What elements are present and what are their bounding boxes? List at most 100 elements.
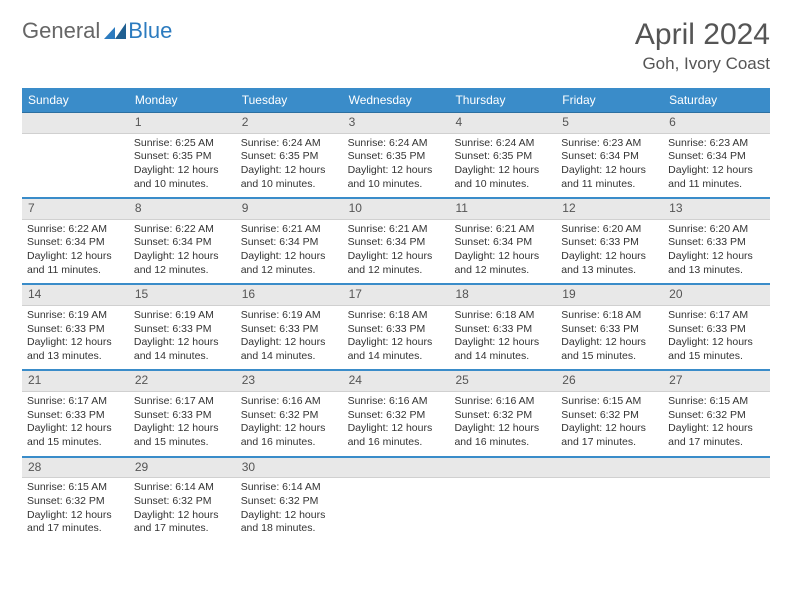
day-number: 22 <box>129 371 236 392</box>
daylight-text: Daylight: 12 hours and 17 minutes. <box>27 509 124 536</box>
sunset-text: Sunset: 6:33 PM <box>668 236 765 250</box>
day-body: Sunrise: 6:15 AMSunset: 6:32 PMDaylight:… <box>663 392 770 456</box>
day-body: Sunrise: 6:18 AMSunset: 6:33 PMDaylight:… <box>449 306 556 370</box>
weekday-monday: Monday <box>129 88 236 112</box>
weekday-header: Sunday Monday Tuesday Wednesday Thursday… <box>22 88 770 113</box>
day-number: 26 <box>556 371 663 392</box>
day-number: 27 <box>663 371 770 392</box>
sunrise-text: Sunrise: 6:16 AM <box>241 395 338 409</box>
day-number: 19 <box>556 285 663 306</box>
day-body <box>449 478 556 487</box>
calendar-day: 16Sunrise: 6:19 AMSunset: 6:33 PMDayligh… <box>236 285 343 369</box>
calendar-day: 22Sunrise: 6:17 AMSunset: 6:33 PMDayligh… <box>129 371 236 455</box>
daylight-text: Daylight: 12 hours and 16 minutes. <box>454 422 551 449</box>
day-body <box>556 478 663 487</box>
daylight-text: Daylight: 12 hours and 18 minutes. <box>241 509 338 536</box>
day-body <box>663 478 770 487</box>
sunset-text: Sunset: 6:34 PM <box>561 150 658 164</box>
sunset-text: Sunset: 6:33 PM <box>561 323 658 337</box>
day-number <box>663 458 770 479</box>
day-number: 29 <box>129 458 236 479</box>
day-body: Sunrise: 6:21 AMSunset: 6:34 PMDaylight:… <box>449 220 556 284</box>
sunset-text: Sunset: 6:33 PM <box>27 323 124 337</box>
calendar-day: 26Sunrise: 6:15 AMSunset: 6:32 PMDayligh… <box>556 371 663 455</box>
day-number: 4 <box>449 113 556 134</box>
calendar-day: 19Sunrise: 6:18 AMSunset: 6:33 PMDayligh… <box>556 285 663 369</box>
calendar-day: 9Sunrise: 6:21 AMSunset: 6:34 PMDaylight… <box>236 199 343 283</box>
sunrise-text: Sunrise: 6:17 AM <box>27 395 124 409</box>
daylight-text: Daylight: 12 hours and 17 minutes. <box>561 422 658 449</box>
daylight-text: Daylight: 12 hours and 13 minutes. <box>668 250 765 277</box>
day-number: 5 <box>556 113 663 134</box>
daylight-text: Daylight: 12 hours and 14 minutes. <box>241 336 338 363</box>
calendar-week: 21Sunrise: 6:17 AMSunset: 6:33 PMDayligh… <box>22 371 770 457</box>
sunrise-text: Sunrise: 6:19 AM <box>134 309 231 323</box>
day-body: Sunrise: 6:19 AMSunset: 6:33 PMDaylight:… <box>22 306 129 370</box>
day-number: 21 <box>22 371 129 392</box>
daylight-text: Daylight: 12 hours and 12 minutes. <box>348 250 445 277</box>
sunrise-text: Sunrise: 6:19 AM <box>27 309 124 323</box>
daylight-text: Daylight: 12 hours and 10 minutes. <box>134 164 231 191</box>
calendar-week: 1Sunrise: 6:25 AMSunset: 6:35 PMDaylight… <box>22 113 770 199</box>
sunset-text: Sunset: 6:32 PM <box>27 495 124 509</box>
calendar-day: 24Sunrise: 6:16 AMSunset: 6:32 PMDayligh… <box>343 371 450 455</box>
daylight-text: Daylight: 12 hours and 14 minutes. <box>134 336 231 363</box>
day-body: Sunrise: 6:20 AMSunset: 6:33 PMDaylight:… <box>663 220 770 284</box>
calendar-day: 10Sunrise: 6:21 AMSunset: 6:34 PMDayligh… <box>343 199 450 283</box>
day-number: 11 <box>449 199 556 220</box>
day-body: Sunrise: 6:15 AMSunset: 6:32 PMDaylight:… <box>556 392 663 456</box>
month-year: April 2024 <box>635 18 770 52</box>
sunset-text: Sunset: 6:33 PM <box>668 323 765 337</box>
day-body: Sunrise: 6:19 AMSunset: 6:33 PMDaylight:… <box>236 306 343 370</box>
day-body: Sunrise: 6:22 AMSunset: 6:34 PMDaylight:… <box>22 220 129 284</box>
day-number: 30 <box>236 458 343 479</box>
daylight-text: Daylight: 12 hours and 12 minutes. <box>134 250 231 277</box>
logo: General Blue <box>22 18 172 44</box>
day-number: 24 <box>343 371 450 392</box>
daylight-text: Daylight: 12 hours and 15 minutes. <box>27 422 124 449</box>
calendar-day: 1Sunrise: 6:25 AMSunset: 6:35 PMDaylight… <box>129 113 236 197</box>
day-body: Sunrise: 6:19 AMSunset: 6:33 PMDaylight:… <box>129 306 236 370</box>
sunrise-text: Sunrise: 6:18 AM <box>561 309 658 323</box>
day-body: Sunrise: 6:21 AMSunset: 6:34 PMDaylight:… <box>236 220 343 284</box>
daylight-text: Daylight: 12 hours and 16 minutes. <box>241 422 338 449</box>
sunset-text: Sunset: 6:32 PM <box>454 409 551 423</box>
daylight-text: Daylight: 12 hours and 10 minutes. <box>454 164 551 191</box>
daylight-text: Daylight: 12 hours and 12 minutes. <box>454 250 551 277</box>
sunset-text: Sunset: 6:32 PM <box>561 409 658 423</box>
title-block: April 2024 Goh, Ivory Coast <box>635 18 770 74</box>
sunset-text: Sunset: 6:33 PM <box>348 323 445 337</box>
day-number: 16 <box>236 285 343 306</box>
logo-text-general: General <box>22 18 100 44</box>
sunrise-text: Sunrise: 6:21 AM <box>454 223 551 237</box>
day-body: Sunrise: 6:22 AMSunset: 6:34 PMDaylight:… <box>129 220 236 284</box>
calendar-day: 13Sunrise: 6:20 AMSunset: 6:33 PMDayligh… <box>663 199 770 283</box>
sunrise-text: Sunrise: 6:21 AM <box>348 223 445 237</box>
sunset-text: Sunset: 6:34 PM <box>27 236 124 250</box>
calendar-day: 30Sunrise: 6:14 AMSunset: 6:32 PMDayligh… <box>236 458 343 542</box>
sunrise-text: Sunrise: 6:18 AM <box>348 309 445 323</box>
calendar-day: 5Sunrise: 6:23 AMSunset: 6:34 PMDaylight… <box>556 113 663 197</box>
daylight-text: Daylight: 12 hours and 17 minutes. <box>668 422 765 449</box>
sunrise-text: Sunrise: 6:21 AM <box>241 223 338 237</box>
sunset-text: Sunset: 6:35 PM <box>454 150 551 164</box>
sunset-text: Sunset: 6:34 PM <box>348 236 445 250</box>
day-body: Sunrise: 6:23 AMSunset: 6:34 PMDaylight:… <box>556 134 663 198</box>
sunrise-text: Sunrise: 6:19 AM <box>241 309 338 323</box>
calendar-day: 15Sunrise: 6:19 AMSunset: 6:33 PMDayligh… <box>129 285 236 369</box>
day-body: Sunrise: 6:25 AMSunset: 6:35 PMDaylight:… <box>129 134 236 198</box>
sunset-text: Sunset: 6:32 PM <box>241 409 338 423</box>
sunrise-text: Sunrise: 6:15 AM <box>27 481 124 495</box>
sunrise-text: Sunrise: 6:16 AM <box>454 395 551 409</box>
sunrise-text: Sunrise: 6:24 AM <box>454 137 551 151</box>
daylight-text: Daylight: 12 hours and 10 minutes. <box>241 164 338 191</box>
daylight-text: Daylight: 12 hours and 16 minutes. <box>348 422 445 449</box>
sunset-text: Sunset: 6:34 PM <box>134 236 231 250</box>
day-number: 3 <box>343 113 450 134</box>
calendar-day <box>556 458 663 542</box>
day-body: Sunrise: 6:17 AMSunset: 6:33 PMDaylight:… <box>22 392 129 456</box>
calendar-day: 8Sunrise: 6:22 AMSunset: 6:34 PMDaylight… <box>129 199 236 283</box>
calendar-day: 29Sunrise: 6:14 AMSunset: 6:32 PMDayligh… <box>129 458 236 542</box>
logo-text-blue: Blue <box>128 18 172 44</box>
sunrise-text: Sunrise: 6:17 AM <box>668 309 765 323</box>
